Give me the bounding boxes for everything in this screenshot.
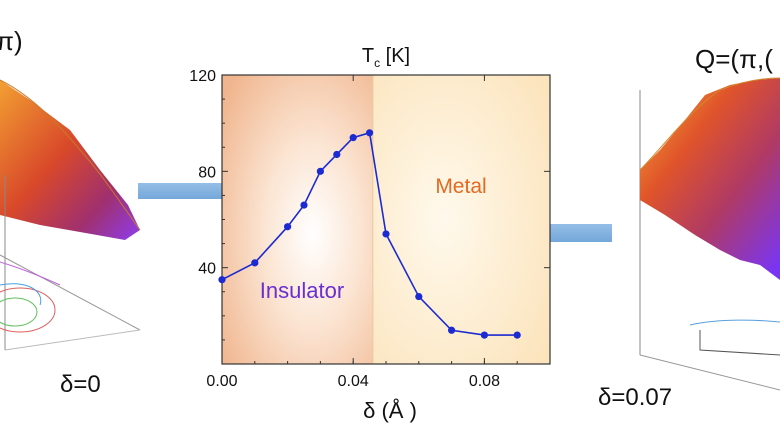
x-tick-label: 0.00 (206, 373, 237, 390)
axis-ticks: 0.00 0.04 0.08 40 80 120 (189, 68, 551, 390)
x-axis-label: δ (Å ) (363, 398, 417, 423)
right-surface-panel: Q=(π,( δ=0.07 (598, 44, 780, 411)
tc-point (366, 129, 374, 137)
annotation-metal: Metal (435, 175, 486, 198)
tc-point (333, 150, 341, 159)
right-contour-2 (689, 319, 780, 326)
left-axis-floor-2 (4, 329, 141, 351)
tc-series (218, 129, 521, 339)
chart-title-main: T (362, 45, 374, 67)
right-axis-floor (639, 354, 780, 391)
left-panel-title: π) (0, 26, 23, 56)
right-delta-label: δ=0.07 (598, 384, 672, 411)
insulator-region (222, 75, 373, 364)
tc-point (415, 292, 423, 301)
metal-region (372, 75, 550, 364)
tc-point (218, 276, 226, 284)
chart: 0.00 0.04 0.08 40 80 120 Tc [K] δ (Å ) Insula… (189, 45, 551, 423)
tc-point (513, 331, 521, 339)
chart-title-sub: c (374, 56, 380, 70)
left-surface-top-edge (0, 79, 141, 231)
left-contour-3 (0, 261, 61, 286)
right-contour-1 (699, 330, 780, 356)
x-tick-label: 0.04 (338, 373, 369, 390)
chart-title: Tc [K] (362, 45, 410, 70)
annotation-insulator: Insulator (260, 278, 344, 303)
tc-point (284, 223, 292, 231)
tc-point (480, 331, 488, 339)
tc-point (251, 259, 259, 267)
tc-point (448, 326, 456, 334)
chart-title-unit: [K] (380, 45, 410, 67)
x-tick-label: 0.08 (469, 373, 500, 390)
y-tick-label: 120 (189, 68, 216, 85)
left-axis-floor (0, 254, 141, 331)
left-arrow (138, 172, 270, 210)
right-surface-top-edge (639, 77, 780, 171)
left-contour-2 (0, 297, 38, 327)
tc-point (349, 134, 357, 142)
tc-point (300, 201, 308, 209)
left-delta-label: δ=0 (60, 371, 101, 398)
left-contour-4 (0, 283, 42, 306)
y-tick-label: 80 (198, 164, 216, 181)
tc-point (382, 230, 390, 238)
left-surface-body (0, 80, 140, 240)
y-tick-label: 40 (198, 261, 216, 278)
tc-point (316, 167, 324, 175)
right-surface-body (640, 78, 780, 280)
left-contour-1 (0, 287, 56, 333)
right-panel-title: Q=(π,( (695, 44, 773, 74)
left-surface-panel: π) δ=0 (0, 26, 141, 398)
